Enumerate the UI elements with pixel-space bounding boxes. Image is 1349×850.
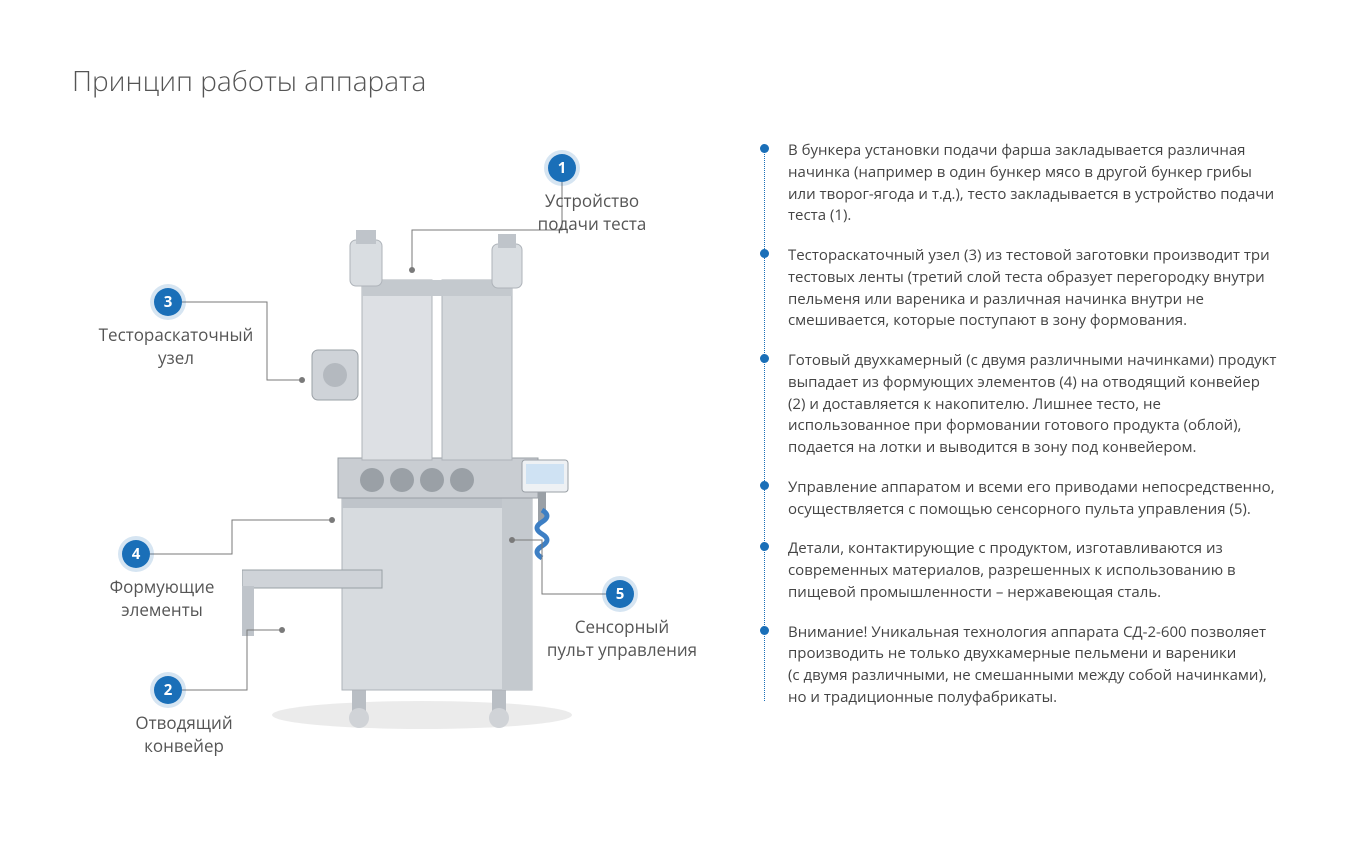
- callout-badge-3: 3: [154, 288, 182, 316]
- note-item: Управление аппаратом и всеми его привода…: [760, 477, 1280, 521]
- callout-label-1: Устройство подачи теста: [502, 190, 682, 236]
- note-item: Тестораскаточный узел (3) из тестовой за…: [760, 245, 1280, 332]
- notes-list: В бункера установки подачи фарша заклады…: [760, 140, 1280, 709]
- callout-label-5: Сенсорный пульт управления: [532, 616, 712, 662]
- notes-column: В бункера установки подачи фарша заклады…: [760, 140, 1280, 727]
- note-item: Детали, контактирующие с продуктом, изго…: [760, 538, 1280, 603]
- machine-diagram: 1 Устройство подачи теста 3 Тестораскаточны…: [72, 120, 712, 800]
- note-item: Внимание! Уникальная технология аппарата…: [760, 622, 1280, 709]
- callout-badge-4: 4: [122, 540, 150, 568]
- callout-label-2: Отводящий конвейер: [94, 712, 274, 758]
- page-title: Принцип работы аппарата: [72, 62, 426, 100]
- callout-label-4: Формующие элементы: [72, 576, 252, 622]
- note-item: В бункера установки подачи фарша заклады…: [760, 140, 1280, 227]
- callout-label-3: Тестораскаточный узел: [86, 324, 266, 370]
- callout-badge-2: 2: [154, 676, 182, 704]
- callout-badge-5: 5: [606, 580, 634, 608]
- callout-badge-1: 1: [548, 154, 576, 182]
- note-item: Готовый двухкамерный (с двумя различными…: [760, 350, 1280, 459]
